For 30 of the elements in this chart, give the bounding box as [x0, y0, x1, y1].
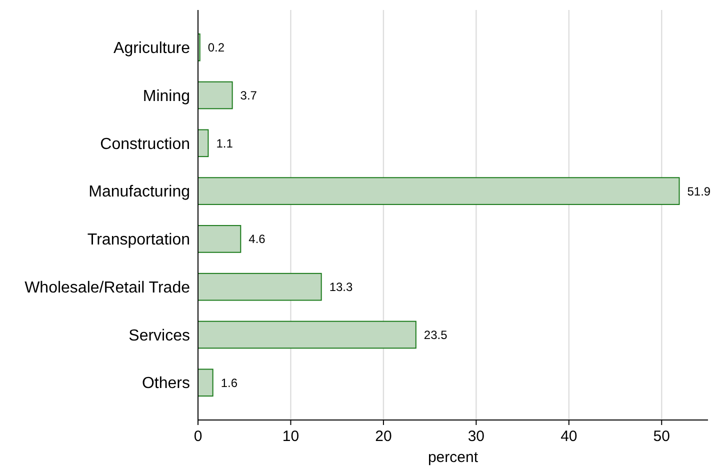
x-tick-label: 50 — [653, 428, 670, 445]
y-tick-label: Manufacturing — [88, 184, 190, 201]
x-axis-title: percent — [428, 449, 479, 466]
x-tick-label: 0 — [194, 428, 202, 445]
y-tick-label: Agriculture — [114, 40, 190, 57]
y-tick-label: Services — [128, 327, 190, 344]
bar — [198, 129, 209, 158]
bar — [198, 272, 322, 301]
x-tick-label: 30 — [468, 428, 485, 445]
bar — [198, 320, 416, 349]
bar — [198, 81, 233, 110]
data-label: 51.9 — [687, 184, 711, 198]
y-tick-label: Transportation — [87, 232, 190, 249]
y-tick-label: Mining — [142, 88, 190, 105]
data-label: 3.7 — [240, 88, 258, 102]
data-label: 23.5 — [424, 328, 448, 342]
data-label: 0.2 — [208, 40, 225, 55]
y-tick-label: Construction — [100, 136, 190, 153]
data-label: 1.6 — [220, 376, 238, 390]
data-label: 1.1 — [216, 136, 234, 150]
x-tick-label: 40 — [560, 428, 578, 445]
x-tick-label: 10 — [282, 428, 300, 445]
data-label: 13.3 — [329, 280, 354, 294]
x-tick-label: 20 — [375, 428, 392, 445]
data-label: 4.6 — [248, 232, 266, 246]
y-tick-label: Others — [142, 375, 190, 392]
bar — [198, 225, 242, 253]
bar — [198, 177, 680, 205]
y-tick-label: Wholesale/Retail Trade — [24, 279, 190, 296]
bar — [198, 368, 214, 397]
